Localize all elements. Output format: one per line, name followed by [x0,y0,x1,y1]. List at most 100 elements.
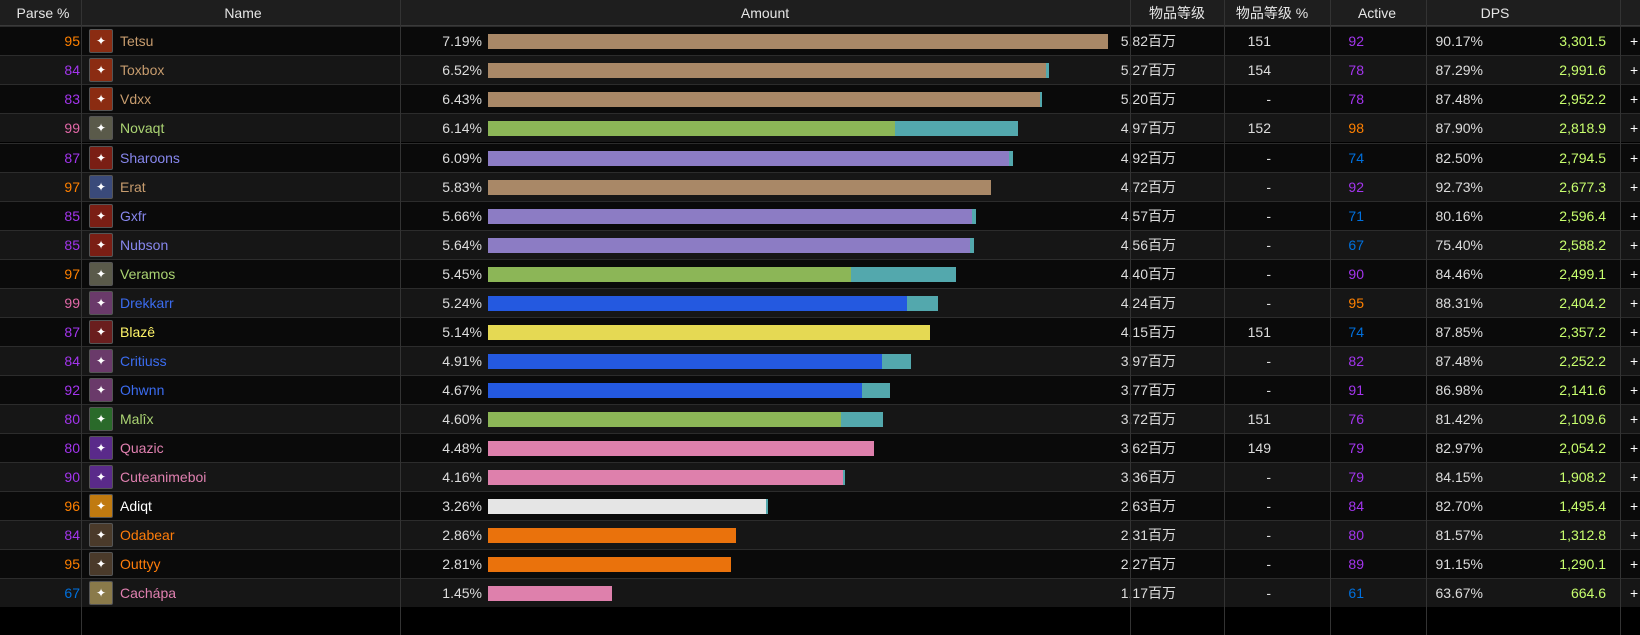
player-name-link[interactable]: Erat [120,179,146,195]
table-row[interactable]: 97 ✦ Veramos 5.45% 4.40百万 - 90 84.46% 2,499.1 + [0,259,1640,288]
priest-class-icon: ✦ [89,494,113,518]
damage-percent: 6.09% [442,150,482,166]
rogue-class-icon: ✦ [89,320,113,344]
table-row[interactable]: 80 ✦ Quazic 4.48% 3.62百万 149 79 82.97% 2,054.2 + [0,433,1640,462]
hunter-class-icon: ✦ [89,29,113,53]
active-percent: 84.15% [1435,469,1483,485]
player-name-link[interactable]: Malîx [120,411,154,427]
item-level-percent: 91 [1348,382,1364,398]
expand-row-button[interactable]: + [1630,469,1639,485]
expand-row-button[interactable]: + [1630,179,1639,195]
player-name-link[interactable]: Toxbox [120,62,165,78]
table-row[interactable]: 95 ✦ Tetsu 7.19% 5.82百万 151 92 90.17% 3,301.5 + [0,26,1640,55]
header-parse[interactable]: Parse % [16,4,70,21]
header-ilvl[interactable]: 物品等级 [1149,4,1205,21]
table-row[interactable]: 83 ✦ Vdxx 6.43% 5.20百万 - 78 87.48% 2,952.2 + [0,84,1640,113]
druid-class-icon: ✦ [89,552,113,576]
damage-percent: 4.67% [442,382,482,398]
table-row[interactable]: 84 ✦ Odabear 2.86% 2.31百万 - 80 81.57% 1,312.8 + [0,520,1640,549]
item-level-percent: 74 [1348,324,1364,340]
table-row[interactable]: 84 ✦ Toxbox 6.52% 5.27百万 154 78 87.29% 2,991.6 + [0,55,1640,84]
item-level-percent: 74 [1348,150,1364,166]
damage-bar-track [488,27,1108,55]
item-level-percent: 67 [1348,237,1364,253]
player-name-link[interactable]: Outtyy [120,556,161,572]
player-name-link[interactable]: Gxfr [120,208,147,224]
mage-class-icon: ✦ [89,204,113,228]
player-name-link[interactable]: Quazic [120,440,164,456]
column-divider [1330,0,1331,635]
table-row[interactable]: 87 ✦ Sharoons 6.09% 4.92百万 - 74 82.50% 2,794.5 + [0,143,1640,172]
expand-row-button[interactable]: + [1630,411,1639,427]
expand-row-button[interactable]: + [1630,324,1639,340]
expand-row-button[interactable]: + [1630,150,1639,166]
table-row[interactable]: 96 ✦ Adiqt 3.26% 2.63百万 - 84 82.70% 1,495.4 + [0,491,1640,520]
player-name-link[interactable]: Critiuss [120,353,167,369]
expand-row-button[interactable]: + [1630,91,1639,107]
table-row[interactable]: 90 ✦ Cuteanimeboi 4.16% 3.36百万 - 79 84.15% 1,908… [0,462,1640,491]
player-name-link[interactable]: Cachápa [120,585,177,601]
header-ilvl-pct[interactable]: 物品等级 % [1235,4,1309,21]
dps-value: 2,588.2 [1559,237,1606,253]
header-name[interactable]: Name [224,4,262,21]
expand-row-button[interactable]: + [1630,353,1639,369]
header-amount[interactable]: Amount [740,4,790,21]
active-percent: 81.57% [1435,527,1483,543]
expand-row-button[interactable]: + [1630,556,1639,572]
item-level: - [1266,353,1271,369]
table-row[interactable]: 85 ✦ Gxfr 5.66% 4.57百万 - 71 80.16% 2,596.4 + [0,201,1640,230]
dps-value: 2,499.1 [1559,266,1606,282]
damage-bar-overlay [1009,151,1013,166]
player-name-link[interactable]: Drekkarr [120,295,174,311]
dps-value: 2,794.5 [1559,150,1606,166]
table-row[interactable]: 92 ✦ Ohwnn 4.67% 3.77百万 - 91 86.98% 2,141.6 + [0,375,1640,404]
player-name-link[interactable]: Vdxx [120,91,152,107]
player-name-link[interactable]: Sharoons [120,150,180,166]
dps-value: 2,952.2 [1559,91,1606,107]
expand-row-button[interactable]: + [1630,585,1639,601]
damage-percent: 4.91% [442,353,482,369]
expand-row-button[interactable]: + [1630,295,1639,311]
player-name-link[interactable]: Adiqt [120,498,152,514]
item-level-percent: 84 [1348,498,1364,514]
table-row[interactable]: 84 ✦ Critiuss 4.91% 3.97百万 - 82 87.48% 2,252.2 + [0,346,1640,375]
expand-row-button[interactable]: + [1630,382,1639,398]
player-name-link[interactable]: Veramos [120,266,176,282]
expand-row-button[interactable]: + [1630,62,1639,78]
damage-percent: 4.60% [442,411,482,427]
expand-row-button[interactable]: + [1630,237,1639,253]
parse-value: 80 [64,440,80,456]
expand-row-button[interactable]: + [1630,266,1639,282]
expand-row-button[interactable]: + [1630,498,1639,514]
damage-bar-track [488,144,1108,172]
player-name-link[interactable]: Odabear [120,527,175,543]
player-name-link[interactable]: Ohwnn [120,382,165,398]
damage-amount: 1.17百万 [1120,585,1176,601]
item-level: - [1266,208,1271,224]
parse-value: 84 [64,62,80,78]
header-active[interactable]: Active [1357,4,1397,21]
table-row[interactable]: 80 ✦ Malîx 4.60% 3.72百万 151 76 81.42% 2,109.6 + [0,404,1640,433]
expand-row-button[interactable]: + [1630,120,1639,136]
table-row[interactable]: 97 ✦ Erat 5.83% 4.72百万 - 92 92.73% 2,677.3 + [0,172,1640,201]
expand-row-button[interactable]: + [1630,527,1639,543]
table-row[interactable]: 99 ✦ Novaqt 6.14% 4.97百万 152 98 87.90% 2,818.9 + [0,113,1640,142]
table-row[interactable]: 67 ✦ Cachápa 1.45% 1.17百万 - 61 63.67% 664.6 + [0,578,1640,607]
expand-row-button[interactable]: + [1630,440,1639,456]
player-name-link[interactable]: Blazê [120,324,156,340]
expand-row-button[interactable]: + [1630,208,1639,224]
table-row[interactable]: 99 ✦ Drekkarr 5.24% 4.24百万 - 95 88.31% 2,404.2 + [0,288,1640,317]
damage-bar-track [488,521,1108,549]
table-row[interactable]: 95 ✦ Outtyy 2.81% 2.27百万 - 89 91.15% 1,290.1 + [0,549,1640,578]
player-name-link[interactable]: Novaqt [120,120,165,136]
table-row[interactable]: 87 ✦ Blazê 5.14% 4.15百万 151 74 87.85% 2,357.2 + [0,317,1640,346]
parse-value: 87 [64,324,80,340]
player-name-link[interactable]: Tetsu [120,33,154,49]
player-name-link[interactable]: Cuteanimeboi [120,469,207,485]
player-name-link[interactable]: Nubson [120,237,169,253]
damage-amount: 5.27百万 [1120,62,1176,78]
table-row[interactable]: 85 ✦ Nubson 5.64% 4.56百万 - 67 75.40% 2,588.2 + [0,230,1640,259]
expand-row-button[interactable]: + [1630,33,1639,49]
active-percent: 92.73% [1435,179,1483,195]
header-dps[interactable]: DPS [1480,4,1510,21]
